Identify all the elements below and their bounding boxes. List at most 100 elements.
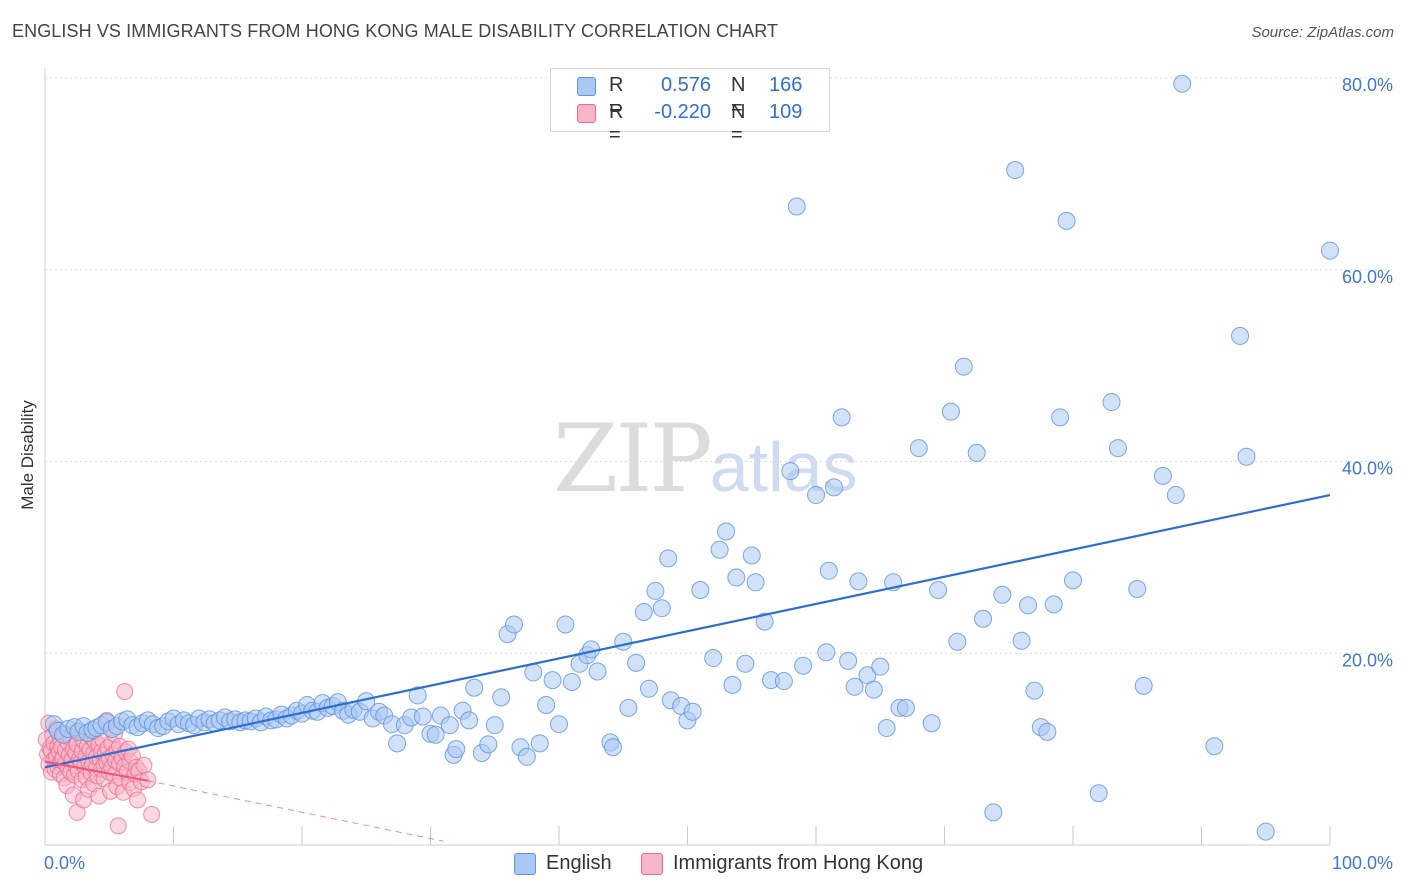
axis-layer <box>44 68 1331 846</box>
grid-layer <box>45 77 1395 654</box>
english-point <box>517 747 536 766</box>
english-point <box>819 561 838 580</box>
hong-kong-point <box>143 805 161 823</box>
english-point <box>1089 784 1108 803</box>
english-point <box>447 740 466 759</box>
hong-kong-point <box>135 756 153 774</box>
english-point <box>993 585 1012 604</box>
hong-kong-points <box>37 683 161 835</box>
english-point <box>1134 676 1153 695</box>
english-point <box>588 662 607 681</box>
english-point <box>408 686 427 705</box>
hong-kong-trend-line <box>44 760 148 782</box>
english-point <box>832 408 851 427</box>
english-point <box>440 716 459 735</box>
hong-kong-trend-extension <box>147 780 444 842</box>
english-point <box>619 698 638 717</box>
english-point <box>530 734 549 753</box>
english-point <box>492 688 511 707</box>
english-point <box>691 580 710 599</box>
english-point <box>1102 393 1121 412</box>
english-point <box>794 656 813 675</box>
english-point <box>871 657 890 676</box>
english-point <box>1237 447 1256 466</box>
legend-n-value: 109 <box>769 101 803 123</box>
english-point <box>639 679 658 698</box>
english-point <box>627 653 646 672</box>
english-point <box>1321 241 1339 260</box>
legend-r-label: R = <box>609 101 624 146</box>
bottom-legend-label: English <box>546 852 612 874</box>
hong-kong-swatch <box>641 853 663 875</box>
english-point <box>485 716 504 735</box>
legend-r-value: 0.576 <box>660 74 711 96</box>
english-point <box>1006 161 1025 180</box>
english-point <box>849 572 868 591</box>
hong-kong-point <box>109 817 127 835</box>
english-point <box>652 599 671 618</box>
english-point <box>1012 631 1031 650</box>
legend-n-label: N = <box>731 101 746 146</box>
english-point <box>556 615 575 634</box>
english-point <box>460 711 479 730</box>
english-point <box>465 678 484 697</box>
y-tick-label: 40.0% <box>1342 459 1393 479</box>
english-point <box>1256 822 1275 841</box>
hong-kong-point <box>116 683 134 701</box>
english-point <box>1128 580 1147 599</box>
english-point <box>787 197 806 216</box>
english-point <box>984 803 1003 822</box>
english-point <box>817 643 836 662</box>
english-point <box>839 651 858 670</box>
x-tick-label-max: 100.0% <box>1332 853 1393 873</box>
english-point <box>877 719 896 738</box>
chart-title: ENGLISH VS IMMIGRANTS FROM HONG KONG MAL… <box>12 21 779 41</box>
english-point <box>562 673 581 692</box>
bottom-legend-label: Immigrants from Hong Kong <box>673 852 924 874</box>
english-point <box>727 568 746 587</box>
english-point <box>413 707 432 726</box>
correlation-legend: R = 0.576 N = 166 R = -0.220 N = 109 <box>550 68 830 146</box>
english-point <box>954 357 973 376</box>
english-point <box>746 573 765 592</box>
english-point <box>683 702 702 721</box>
english-point <box>710 540 729 559</box>
english-point <box>646 581 665 600</box>
english-point <box>1166 486 1185 505</box>
english-point <box>941 402 960 421</box>
english-point <box>1205 737 1224 756</box>
english-point <box>742 546 761 565</box>
english-point <box>537 696 556 715</box>
english-point <box>723 675 742 694</box>
trend-layer <box>44 493 1331 842</box>
english-point <box>614 632 633 651</box>
english-point <box>388 734 407 753</box>
english-point <box>704 649 723 668</box>
english-point <box>1173 74 1192 93</box>
english-point <box>543 671 562 690</box>
english-point <box>736 654 755 673</box>
english-swatch <box>514 853 536 875</box>
watermark: ZIPatlas <box>553 405 858 514</box>
english-point <box>1051 408 1070 427</box>
english-point <box>974 609 993 628</box>
english-point <box>479 735 498 754</box>
english-point <box>864 680 883 699</box>
english-point <box>774 672 793 691</box>
y-tick-label: 20.0% <box>1342 650 1393 670</box>
y-axis-title: Male Disability <box>18 400 37 510</box>
english-point <box>755 612 774 631</box>
hong-kong-point <box>129 791 147 809</box>
english-point <box>1108 439 1127 458</box>
x-tick-label-min: 0.0% <box>44 853 85 873</box>
english-point <box>603 738 622 757</box>
english-point <box>550 715 568 734</box>
english-point <box>717 522 736 541</box>
english-point <box>426 725 445 744</box>
english-point <box>1153 466 1172 485</box>
english-point <box>1231 326 1250 345</box>
legend-n-label: N = <box>731 74 746 119</box>
english-point <box>909 439 928 458</box>
english-point <box>1019 596 1038 615</box>
